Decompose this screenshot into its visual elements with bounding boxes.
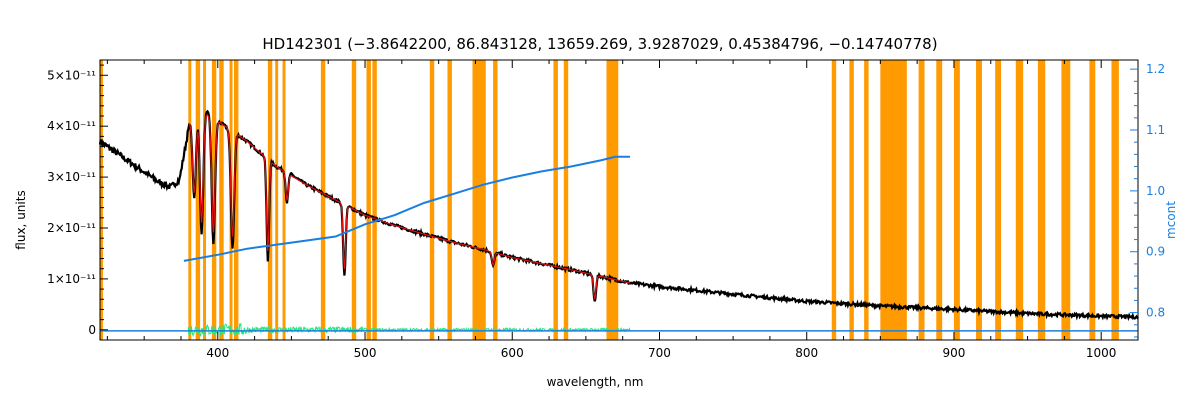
x-tick-label: 800	[795, 346, 818, 360]
mask-band-14	[372, 60, 377, 340]
right-tick-label: 1.2	[1146, 62, 1165, 76]
mask-band-31	[1015, 60, 1024, 340]
right-tick-label: 0.8	[1146, 306, 1165, 320]
mask-band-19	[553, 60, 558, 340]
bottom-axis: 400 500 600 700 800 900 1000	[106, 60, 1139, 360]
y-tick-label: 1×10⁻¹¹	[47, 272, 96, 286]
mask-band-11	[320, 60, 326, 340]
mask-band-32	[1037, 60, 1046, 340]
mask-band-20	[563, 60, 569, 340]
y-tick-label: 4×10⁻¹¹	[47, 119, 96, 133]
mask-bands	[100, 60, 1119, 340]
right-tick-label: 1.1	[1146, 123, 1165, 137]
mask-band-21	[606, 60, 619, 340]
right-tick-label: 1.0	[1146, 184, 1165, 198]
y-axis-label: flux, units	[14, 190, 28, 249]
x-tick-label: 700	[648, 346, 671, 360]
mask-band-29	[976, 60, 982, 340]
x-tick-label: 500	[354, 346, 377, 360]
mask-band-16	[447, 60, 452, 340]
mask-band-13	[366, 60, 371, 340]
mask-band-23	[849, 60, 854, 340]
chart-title: HD142301 (−3.8642200, 86.843128, 13659.2…	[262, 35, 937, 53]
mask-band-0	[100, 60, 103, 340]
mask-band-12	[351, 60, 357, 340]
mask-band-2	[195, 60, 201, 340]
right-tick-label: 0.9	[1146, 245, 1165, 259]
x-tick-label: 600	[501, 346, 524, 360]
continuum-line	[183, 155, 630, 262]
left-axis: 0 1×10⁻¹¹ 2×10⁻¹¹ 3×10⁻¹¹ 4×10⁻¹¹ 5×10⁻¹¹	[47, 64, 108, 337]
y-tick-label: 5×10⁻¹¹	[47, 68, 96, 82]
x-tick-label: 1000	[1086, 346, 1117, 360]
y-tick-label: 3×10⁻¹¹	[47, 170, 96, 184]
mask-band-10	[282, 60, 286, 340]
mask-band-35	[1111, 60, 1119, 340]
mask-band-3	[203, 60, 207, 340]
x-axis-label: wavelength, nm	[547, 375, 644, 389]
right-axis: 0.8 0.9 1.0 1.1 1.2	[1130, 62, 1165, 338]
right-y-axis-label: mcont	[1164, 201, 1178, 239]
plot-frame	[99, 59, 1139, 341]
y-tick-label: 2×10⁻¹¹	[47, 221, 96, 235]
mask-band-5	[219, 60, 224, 340]
mask-band-24	[864, 60, 869, 340]
y-tick-label: 0	[88, 323, 96, 337]
x-tick-label: 900	[943, 346, 966, 360]
mask-band-9	[275, 60, 279, 340]
mask-band-18	[493, 60, 498, 340]
mask-band-30	[995, 60, 1002, 340]
mask-band-1	[188, 60, 192, 340]
mask-band-34	[1089, 60, 1096, 340]
mask-band-26	[918, 60, 925, 340]
mask-band-7	[233, 60, 239, 340]
mask-band-33	[1061, 60, 1071, 340]
observed-spectrum-line	[98, 109, 1139, 322]
series-group	[98, 109, 1139, 338]
x-tick-label: 400	[206, 346, 229, 360]
mask-band-25	[880, 60, 907, 340]
mask-band-28	[953, 60, 960, 340]
model-fit-line	[188, 114, 631, 300]
mask-band-17	[472, 60, 486, 340]
mask-band-22	[831, 60, 837, 340]
mask-band-27	[936, 60, 943, 340]
residuals-line	[187, 322, 631, 338]
